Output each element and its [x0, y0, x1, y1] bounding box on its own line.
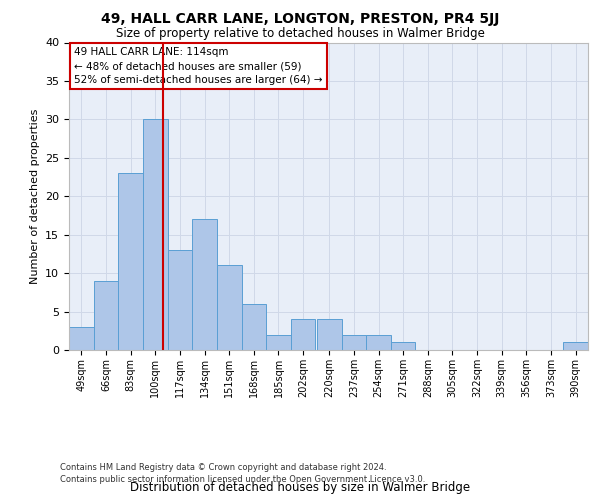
- Bar: [341, 334, 366, 350]
- Bar: [317, 320, 341, 350]
- Bar: [266, 334, 291, 350]
- Bar: [291, 320, 316, 350]
- Text: Size of property relative to detached houses in Walmer Bridge: Size of property relative to detached ho…: [116, 28, 484, 40]
- Text: Contains HM Land Registry data © Crown copyright and database right 2024.: Contains HM Land Registry data © Crown c…: [60, 464, 386, 472]
- Bar: [192, 220, 217, 350]
- Bar: [391, 342, 415, 350]
- Bar: [94, 281, 118, 350]
- Bar: [217, 266, 242, 350]
- Text: 49, HALL CARR LANE, LONGTON, PRESTON, PR4 5JJ: 49, HALL CARR LANE, LONGTON, PRESTON, PR…: [101, 12, 499, 26]
- Bar: [563, 342, 588, 350]
- Bar: [69, 327, 94, 350]
- Bar: [242, 304, 266, 350]
- Text: 49 HALL CARR LANE: 114sqm
← 48% of detached houses are smaller (59)
52% of semi-: 49 HALL CARR LANE: 114sqm ← 48% of detac…: [74, 47, 323, 85]
- Y-axis label: Number of detached properties: Number of detached properties: [29, 108, 40, 284]
- Text: Distribution of detached houses by size in Walmer Bridge: Distribution of detached houses by size …: [130, 481, 470, 494]
- Bar: [143, 120, 167, 350]
- Bar: [118, 173, 143, 350]
- Bar: [366, 334, 391, 350]
- Text: Contains public sector information licensed under the Open Government Licence v3: Contains public sector information licen…: [60, 474, 425, 484]
- Bar: [167, 250, 192, 350]
